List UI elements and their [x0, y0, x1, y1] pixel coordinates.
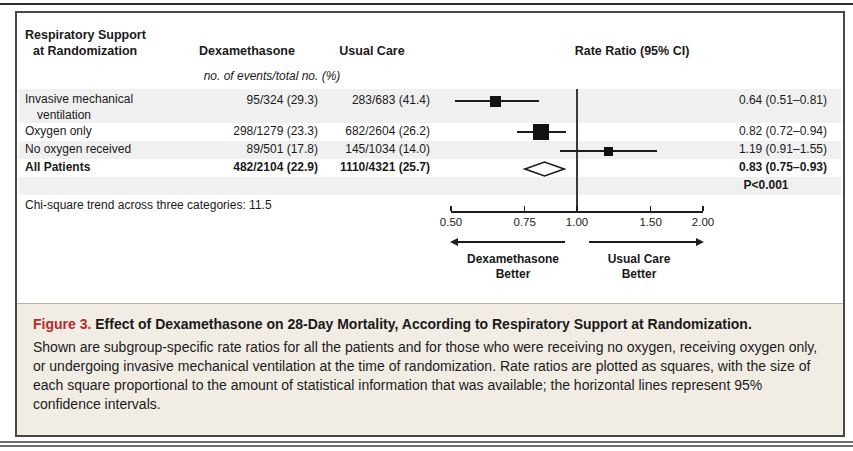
x-axis-tick — [450, 206, 452, 211]
figure-caption-panel: Figure 3. Effect of Dexamethasone on 28-… — [17, 303, 843, 435]
x-axis-line — [451, 211, 703, 213]
left-arrow-label: Dexamethasone Better — [443, 252, 583, 282]
x-axis-tick-label: 2.00 — [683, 216, 723, 228]
forest-chart-layer: 0.50 0.75 1.00 1.50 2.00 — [17, 13, 843, 303]
right-arrow-line — [589, 241, 699, 243]
left-arrow-head-icon — [450, 238, 458, 246]
figure-box: Respiratory Support at Randomization Dex… — [15, 11, 845, 437]
right-arrow-label-line1: Usual Care — [569, 252, 709, 267]
overall-diamond-marker — [523, 160, 566, 178]
caption-body: Shown are subgroup-specific rate ratios … — [33, 338, 827, 414]
right-arrow-label-line2: Better — [569, 267, 709, 282]
x-axis-tick — [702, 206, 704, 211]
x-axis-tick-label: 1.50 — [631, 216, 671, 228]
left-arrow-label-line1: Dexamethasone — [443, 252, 583, 267]
right-arrow-head-icon — [696, 238, 704, 246]
caption-title: Figure 3. Effect of Dexamethasone on 28-… — [33, 315, 827, 333]
left-arrow-line — [455, 241, 565, 243]
x-axis-tick-label: 0.75 — [505, 216, 545, 228]
left-arrow-label-line2: Better — [443, 267, 583, 282]
rate-ratio-square-marker — [490, 96, 501, 107]
x-axis-tick — [524, 206, 526, 211]
x-axis-tick — [650, 206, 652, 211]
x-axis-tick — [576, 206, 578, 211]
x-axis-tick-label: 1.00 — [557, 216, 597, 228]
right-arrow-label: Usual Care Better — [569, 252, 709, 282]
rate-ratio-square-marker — [604, 147, 613, 156]
caption-title-text: Effect of Dexamethasone on 28-Day Mortal… — [91, 316, 751, 332]
x-axis-tick-label: 0.50 — [431, 216, 471, 228]
caption-figure-label: Figure 3. — [33, 316, 91, 332]
page-bottom-rule — [0, 441, 853, 447]
page-top-rule — [0, 3, 853, 5]
forest-plot-panel: Respiratory Support at Randomization Dex… — [17, 13, 843, 303]
rate-ratio-square-marker — [533, 124, 549, 140]
